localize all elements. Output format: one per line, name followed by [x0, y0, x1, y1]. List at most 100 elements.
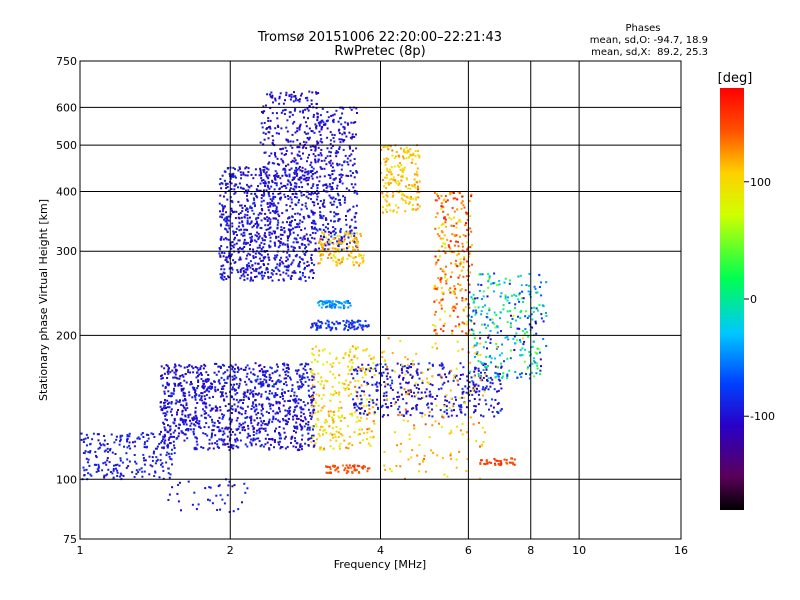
- scatter-point: [197, 379, 200, 382]
- scatter-point: [536, 352, 539, 355]
- scatter-point: [338, 218, 341, 221]
- scatter-point: [281, 234, 284, 236]
- scatter-point: [468, 329, 471, 332]
- scatter-point: [164, 399, 166, 401]
- scatter-point: [345, 223, 348, 226]
- scatter-point: [307, 138, 310, 141]
- scatter-point: [166, 381, 169, 384]
- scatter-point: [442, 199, 445, 202]
- scatter-point: [360, 369, 363, 372]
- scatter-point: [523, 332, 526, 335]
- scatter-point: [451, 307, 454, 310]
- scatter-point: [385, 176, 388, 179]
- scatter-point: [207, 378, 210, 381]
- scatter-point: [165, 364, 168, 367]
- scatter-point: [290, 96, 293, 99]
- scatter-point: [407, 389, 410, 392]
- scatter-point: [442, 205, 445, 208]
- scatter-point: [214, 405, 217, 408]
- scatter-point: [263, 110, 266, 113]
- colorbar-label: [deg]: [718, 71, 753, 86]
- scatter-point: [365, 368, 368, 371]
- scatter-point: [203, 363, 206, 366]
- scatter-point: [340, 168, 343, 171]
- scatter-point: [353, 226, 356, 229]
- scatter-point: [282, 161, 285, 164]
- scatter-point: [317, 241, 320, 244]
- scatter-point: [163, 392, 166, 395]
- scatter-point: [293, 91, 295, 94]
- scatter-point: [449, 452, 452, 455]
- scatter-point: [282, 397, 284, 400]
- scatter-point: [196, 443, 199, 446]
- scatter-point: [545, 281, 548, 284]
- scatter-point: [283, 265, 286, 268]
- scatter-point: [496, 375, 499, 378]
- scatter-point: [312, 272, 315, 274]
- scatter-point: [97, 447, 100, 450]
- scatter-point: [396, 362, 399, 365]
- scatter-point: [163, 442, 166, 445]
- scatter-point: [255, 188, 258, 191]
- scatter-point: [459, 289, 462, 292]
- scatter-point: [262, 105, 265, 108]
- scatter-point: [284, 435, 287, 438]
- scatter-point: [301, 146, 304, 149]
- scatter-point: [234, 191, 237, 194]
- scatter-point: [185, 402, 188, 405]
- scatter-point: [342, 256, 345, 259]
- scatter-point: [386, 378, 389, 380]
- scatter-point: [457, 276, 460, 279]
- scatter-point: [291, 179, 294, 181]
- scatter-point: [294, 182, 297, 185]
- scatter-point: [265, 423, 268, 426]
- scatter-point: [307, 423, 310, 426]
- scatter-point: [416, 203, 419, 206]
- scatter-point: [135, 469, 138, 472]
- scatter-point: [441, 222, 444, 225]
- scatter-point: [265, 228, 268, 231]
- scatter-point: [345, 325, 348, 328]
- scatter-point: [442, 330, 445, 333]
- scatter-point: [399, 465, 402, 468]
- scatter-point: [455, 398, 457, 401]
- scatter-point: [323, 183, 326, 186]
- scatter-point: [301, 166, 304, 169]
- scatter-point: [285, 209, 288, 212]
- scatter-point: [255, 393, 258, 396]
- scatter-point: [115, 467, 117, 470]
- scatter-point: [538, 348, 541, 351]
- scatter-point: [292, 415, 294, 418]
- scatter-point: [464, 289, 467, 292]
- scatter-point: [222, 372, 225, 375]
- scatter-point: [329, 155, 332, 157]
- scatter-point: [331, 247, 334, 250]
- scatter-point: [103, 435, 106, 437]
- scatter-point: [244, 421, 247, 424]
- scatter-point: [92, 432, 95, 435]
- scatter-point: [275, 400, 278, 403]
- scatter-point: [398, 405, 401, 408]
- scatter-point: [115, 438, 118, 441]
- scatter-point: [87, 472, 90, 475]
- scatter-point: [254, 403, 257, 406]
- scatter-point: [318, 228, 321, 231]
- scatter-point: [343, 327, 346, 330]
- scatter-point: [265, 376, 268, 378]
- scatter-point: [225, 217, 228, 220]
- scatter-point: [241, 221, 244, 224]
- scatter-point: [459, 377, 462, 380]
- scatter-point: [260, 179, 263, 182]
- scatter-point: [198, 420, 201, 423]
- scatter-point: [485, 375, 488, 377]
- scatter-point: [287, 264, 290, 267]
- scatter-point: [247, 171, 250, 173]
- scatter-point: [305, 132, 308, 135]
- scatter-point: [271, 179, 274, 182]
- scatter-point: [263, 234, 266, 237]
- scatter-point: [205, 412, 208, 415]
- scatter-point: [80, 438, 83, 441]
- scatter-point: [524, 328, 527, 331]
- scatter-point: [162, 406, 165, 409]
- scatter-point: [473, 411, 475, 414]
